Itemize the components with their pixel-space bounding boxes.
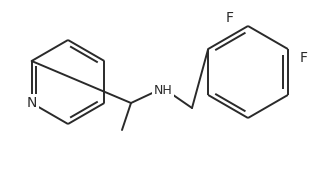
Text: F: F xyxy=(226,11,234,25)
Text: F: F xyxy=(300,51,308,65)
Text: NH: NH xyxy=(154,83,172,96)
Text: N: N xyxy=(26,96,37,110)
